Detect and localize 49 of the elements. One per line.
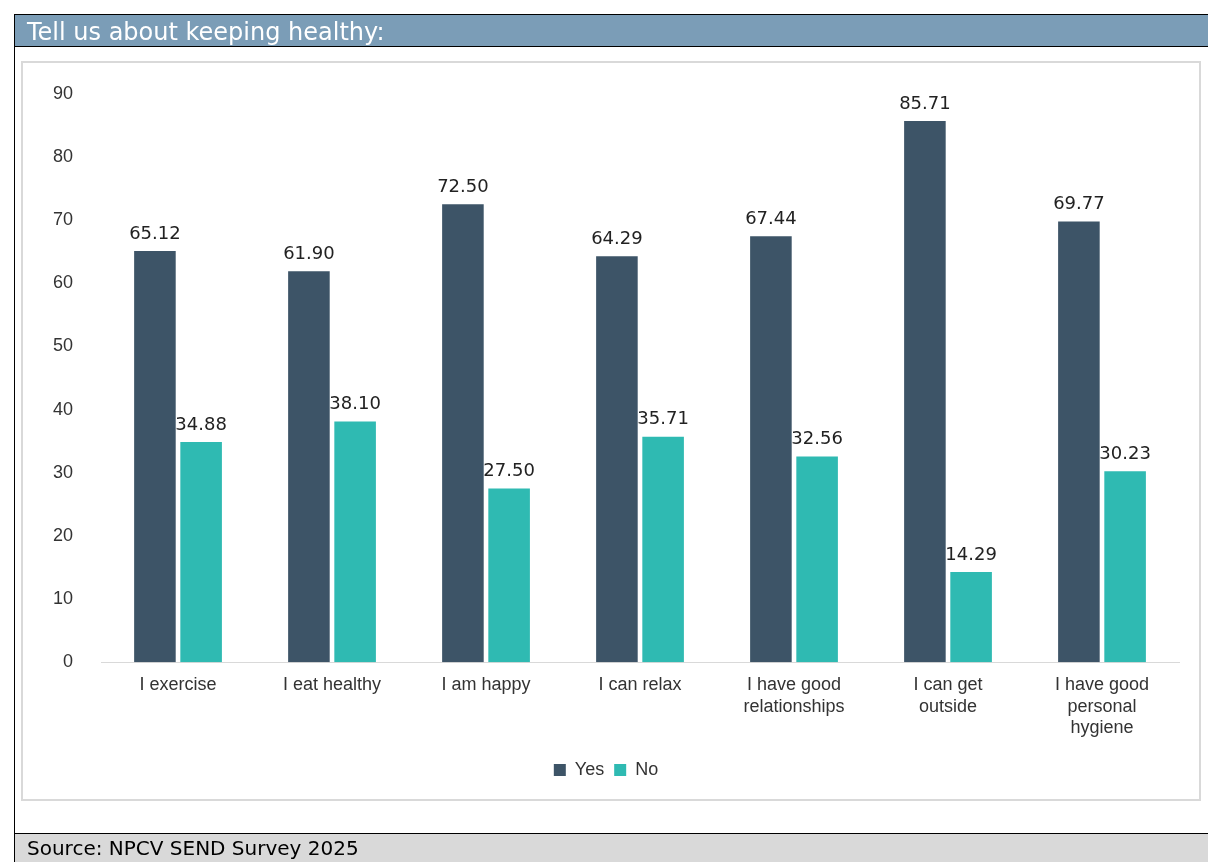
data-label: 65.12 — [129, 221, 181, 243]
data-label: 61.90 — [283, 241, 335, 263]
bar — [442, 204, 484, 663]
data-label: 30.23 — [1099, 441, 1151, 463]
data-label: 69.77 — [1053, 192, 1105, 214]
source-note: Source: NPCV SEND Survey 2025 — [15, 833, 1208, 862]
bar — [904, 120, 946, 663]
y-tick-label: 60 — [52, 272, 74, 293]
data-label: 72.50 — [437, 174, 489, 196]
data-label: 14.29 — [945, 542, 997, 564]
bar — [288, 271, 330, 663]
y-tick-label: 40 — [52, 398, 74, 419]
y-tick-label: 10 — [52, 588, 74, 609]
bar — [180, 441, 222, 663]
y-tick-label: 80 — [52, 145, 74, 166]
data-label: 67.44 — [745, 206, 797, 228]
legend-label: No — [635, 758, 659, 779]
legend-label: Yes — [574, 758, 605, 779]
x-tick-label: I am happy — [441, 673, 531, 694]
data-label: 35.71 — [637, 407, 689, 429]
y-tick-label: 50 — [52, 335, 74, 356]
bar — [750, 236, 792, 663]
y-tick-label: 0 — [63, 651, 74, 672]
data-label: 85.71 — [899, 91, 951, 113]
y-tick-label: 90 — [52, 82, 74, 103]
x-tick-label: I eat healthy — [282, 673, 382, 694]
bar — [596, 256, 638, 663]
data-label: 64.29 — [591, 226, 643, 248]
x-tick-label: I can get outside — [913, 673, 983, 716]
x-tick-label: I exercise — [139, 673, 217, 694]
x-tick-label: I can relax — [598, 673, 682, 694]
data-label: 38.10 — [329, 392, 381, 414]
bar — [950, 571, 992, 663]
bar — [334, 421, 376, 663]
x-tick-label: I have good personal hygiene — [1054, 673, 1150, 738]
y-tick-label: 30 — [52, 461, 74, 482]
data-label: 34.88 — [175, 412, 227, 434]
bar — [134, 250, 176, 663]
chart-title: Tell us about keeping healthy: — [15, 15, 1208, 47]
data-label: 27.50 — [483, 459, 535, 481]
x-tick-label: I have good relationships — [743, 673, 845, 716]
bar — [488, 488, 530, 663]
y-tick-label: 70 — [52, 209, 74, 230]
bar — [1104, 471, 1146, 663]
data-label: 32.56 — [791, 427, 843, 449]
y-tick-label: 20 — [52, 524, 74, 545]
bar — [642, 436, 684, 663]
bar — [796, 456, 838, 663]
bar — [1058, 221, 1100, 663]
